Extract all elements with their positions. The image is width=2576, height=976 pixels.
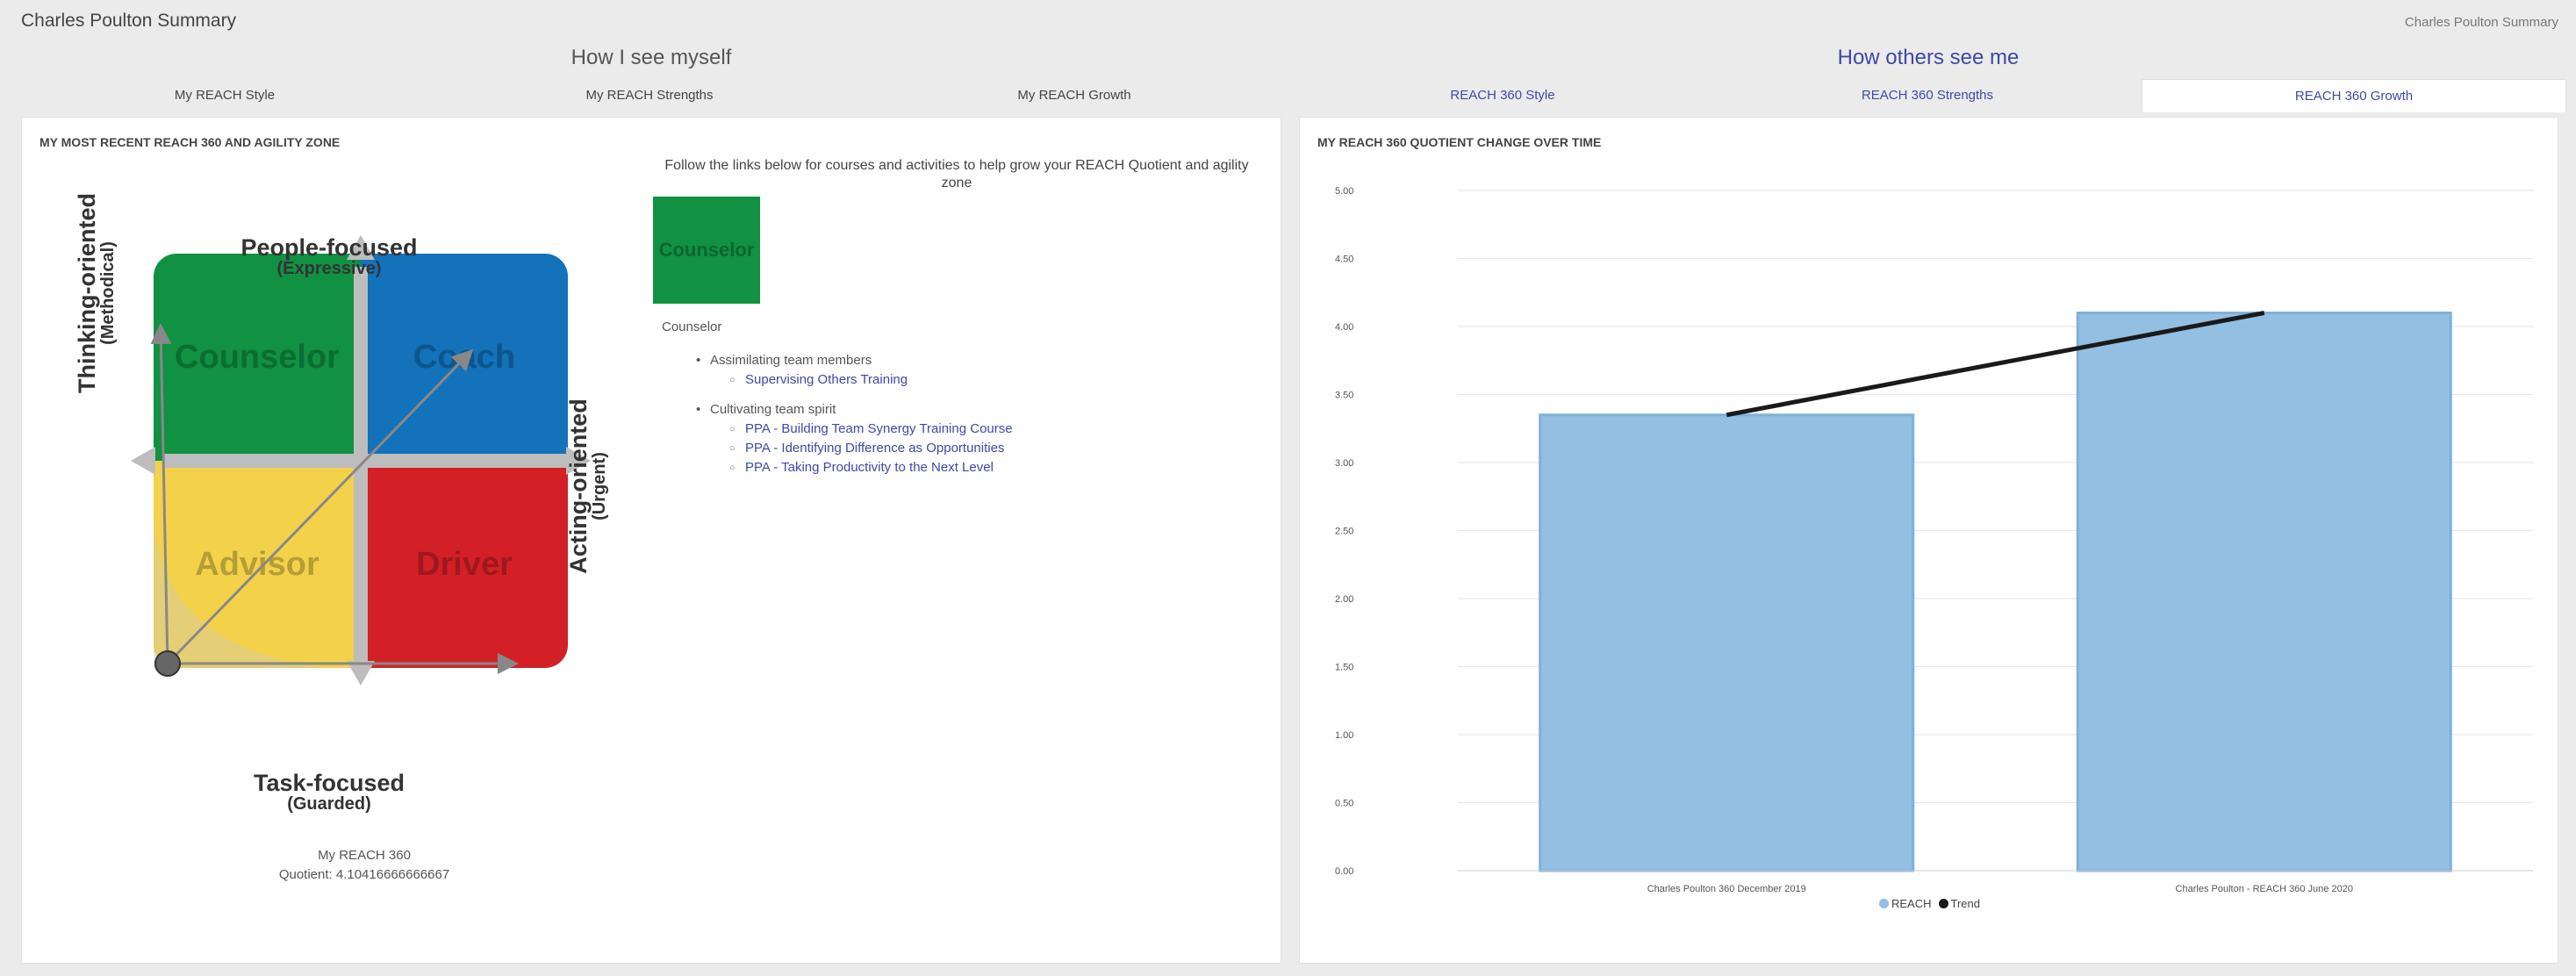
zone-arrows <box>131 235 591 685</box>
y-tick-label: 4.00 <box>1335 322 1353 333</box>
chart-panel: MY REACH 360 QUOTIENT CHANGE OVER TIME 0… <box>1299 117 2558 964</box>
axis-bottom-label: Task-focused (Guarded) <box>189 771 470 814</box>
chart-legend: REACH Trend <box>1879 897 1980 910</box>
tab-my-reach-strengths[interactable]: My REACH Strengths <box>585 88 714 103</box>
axis-top-label: People-focused (Expressive) <box>189 235 470 278</box>
list-item: Assimilating team members Supervising Ot… <box>696 351 1013 390</box>
zone-panel-title: MY MOST RECENT REACH 360 AND AGILITY ZON… <box>39 135 341 149</box>
legend-reach[interactable]: REACH <box>1879 897 1932 910</box>
y-tick-label: 3.50 <box>1335 391 1353 401</box>
tab-reach-360-growth[interactable]: REACH 360 Growth <box>2142 79 2566 112</box>
tab-my-reach-style[interactable]: My REACH Style <box>174 88 276 103</box>
reach-score: My REACH 360 Quotient: 4.10416666666667 <box>233 846 496 885</box>
course-link[interactable]: PPA - Identifying Difference as Opportun… <box>696 439 1013 458</box>
axis-right-label: Acting-oriented (Urgent) <box>565 346 610 627</box>
axis-top-sub: (Expressive) <box>276 259 382 279</box>
score-value: Quotient: 4.10416666666667 <box>278 867 450 882</box>
overlay-shape <box>154 504 320 668</box>
zone-panel: MY MOST RECENT REACH 360 AND AGILITY ZON… <box>21 117 1281 964</box>
legend-trend-label: Trend <box>1950 897 1980 910</box>
axis-top-title: People-focused <box>240 234 418 261</box>
chart-panel-title: MY REACH 360 QUOTIENT CHANGE OVER TIME <box>1317 135 1602 149</box>
zone-name: Counselor <box>662 319 722 334</box>
x-tick-label: Charles Poulton - REACH 360 June 2020 <box>2176 884 2353 894</box>
agility-zone-grid: Counselor Coach Advisor Driver <box>57 161 654 829</box>
page-title: Charles Poulton Summary <box>21 11 237 31</box>
breadcrumb[interactable]: Charles Poulton Summary <box>2404 15 2558 30</box>
arrow-down-icon <box>347 661 375 685</box>
reach-bar <box>2076 312 2452 872</box>
axis-left-label: Thinking-oriented (Methodical) <box>74 153 118 434</box>
trend-dot-icon <box>1938 899 1948 908</box>
origin-marker <box>154 650 181 677</box>
y-tick-label: 0.00 <box>1335 866 1353 877</box>
course-link[interactable]: PPA - Taking Productivity to the Next Le… <box>696 458 1013 477</box>
axis-right-title: Acting-oriented <box>565 398 592 574</box>
follow-instructions: Follow the links below for courses and a… <box>664 158 1249 190</box>
development-list: Assimilating team members Supervising Ot… <box>696 351 1013 488</box>
y-tick-label: 4.50 <box>1335 255 1353 265</box>
quadrant-coach: Coach <box>361 254 568 461</box>
y-tick-label: 5.00 <box>1335 186 1353 197</box>
axis-bottom-sub: (Guarded) <box>287 794 371 815</box>
score-label: My REACH 360 <box>318 848 411 863</box>
arrow-right-icon <box>566 447 591 475</box>
reach-bar <box>1539 413 1915 872</box>
y-tick-label: 3.00 <box>1335 458 1353 469</box>
reach-dot-icon <box>1879 899 1889 908</box>
y-tick-label: 2.00 <box>1335 594 1353 605</box>
arrow-left-icon <box>131 447 155 475</box>
y-tick-label: 1.50 <box>1335 663 1353 673</box>
y-tick-label: 2.50 <box>1335 527 1353 537</box>
axis-left-sub: (Methodical) <box>98 241 118 345</box>
y-tick-label: 1.00 <box>1335 730 1353 741</box>
zone-swatch: Counselor <box>653 197 760 304</box>
coach-vector <box>166 348 474 665</box>
quadrant-counselor: Counselor <box>154 254 361 461</box>
counselor-vector <box>150 323 172 664</box>
axis-left-title: Thinking-oriented <box>74 193 100 393</box>
x-tick-label: Charles Poulton 360 December 2019 <box>1647 884 1806 894</box>
course-link[interactable]: Supervising Others Training <box>696 370 1013 390</box>
axis-right-sub: (Urgent) <box>590 452 610 520</box>
axis-bottom-title: Task-focused <box>253 770 405 796</box>
tab-reach-360-strengths[interactable]: REACH 360 Strengths <box>1861 88 1994 103</box>
quadrant-advisor: Advisor <box>154 461 361 668</box>
quotient-chart: 0.00 0.50 1.00 1.50 2.00 2.50 3.00 3.50 4.00 4.50… <box>1335 186 2533 894</box>
course-link[interactable]: PPA - Building Team Synergy Training Cou… <box>696 420 1013 439</box>
list-item: Cultivating team spirit PPA - Building T… <box>696 400 1013 477</box>
quadrant-driver: Driver <box>361 461 568 668</box>
development-title: Assimilating team members <box>696 351 1013 370</box>
tab-reach-360-style[interactable]: REACH 360 Style <box>1450 88 1555 103</box>
legend-reach-label: REACH <box>1891 897 1932 910</box>
top-bar: Charles Poulton Summary Charles Poulton … <box>0 0 2576 46</box>
tab-my-reach-growth[interactable]: My REACH Growth <box>1017 88 1131 103</box>
others-section-title: How others see me <box>1837 46 2020 69</box>
legend-trend[interactable]: Trend <box>1938 897 1980 910</box>
development-title: Cultivating team spirit <box>696 400 1013 420</box>
trend-line <box>1726 311 2265 418</box>
y-tick-label: 0.50 <box>1335 799 1353 809</box>
arrow-up-icon <box>347 235 375 260</box>
self-section-title: How I see myself <box>570 46 732 69</box>
